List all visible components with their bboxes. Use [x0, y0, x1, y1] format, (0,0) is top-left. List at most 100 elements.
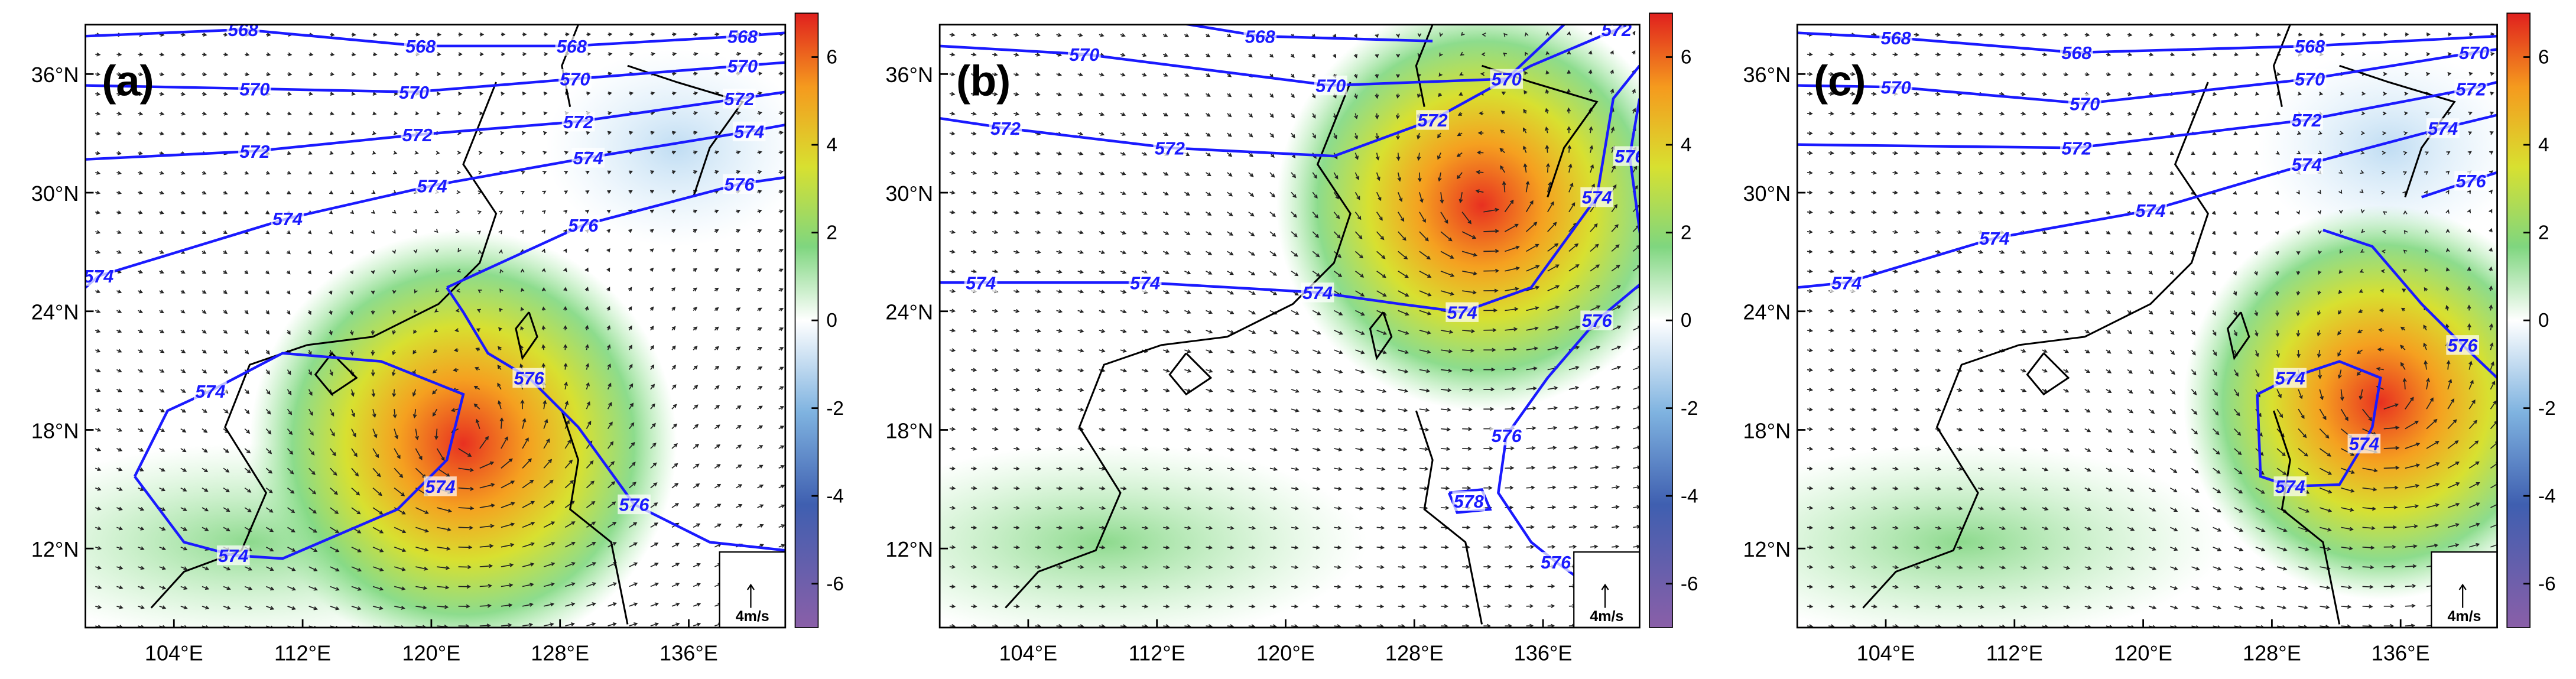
- y-tick-label: 12°N: [1743, 537, 1791, 561]
- contour-label: 574: [83, 267, 113, 287]
- x-tick-label: 128°E: [531, 641, 589, 665]
- contour-label-bg: [2426, 118, 2460, 138]
- contour-label: 570: [2295, 70, 2325, 90]
- contour-label-bg: [415, 176, 449, 196]
- contour-label: 576: [724, 174, 755, 194]
- colorbar-tick-label: -6: [2538, 573, 2556, 595]
- shading: [940, 443, 1367, 628]
- contour-label-bg: [1830, 272, 1863, 293]
- contour-label: 574: [1831, 273, 1862, 293]
- y-tick-label: 18°N: [1743, 418, 1791, 443]
- contour-label-bg: [2134, 200, 2167, 220]
- contour-label: 574: [2349, 434, 2379, 454]
- coastline: [561, 410, 629, 625]
- contour-label-bg: [723, 174, 756, 194]
- contour-label: 576: [1492, 426, 1522, 446]
- coastline: [314, 352, 358, 396]
- y-tick-label: 18°N: [885, 418, 933, 443]
- contour-label-bg: [2273, 368, 2307, 388]
- contour-label: 574: [2135, 201, 2165, 221]
- y-tick-label: 36°N: [31, 63, 79, 87]
- contour-label-bg: [2454, 79, 2487, 99]
- contour-label: 574: [1130, 273, 1160, 293]
- colorbar-tick-label: -2: [1681, 398, 1698, 420]
- contour-label-bg: [618, 494, 651, 515]
- contour-label: 574: [1582, 188, 1612, 208]
- contour-label: 568: [727, 27, 758, 47]
- contour-label: 568: [405, 37, 436, 57]
- contour-label-bg: [1416, 110, 1449, 130]
- contour-label: 574: [734, 122, 764, 142]
- contour-label: 568: [1245, 27, 1275, 47]
- colorbar-tick-label: 0: [2538, 310, 2549, 332]
- coastline: [1415, 410, 1483, 625]
- contour-label-bg: [1539, 552, 1573, 572]
- contour-label: 572: [563, 112, 593, 132]
- coastline: [1369, 311, 1393, 360]
- contour-label-bg: [1067, 44, 1101, 64]
- contour-label-bg: [726, 56, 759, 76]
- contour-label-bg: [1243, 26, 1277, 46]
- contour-label-bg: [2454, 171, 2487, 191]
- contour-label-bg: [404, 36, 437, 56]
- contour-label: 576: [2448, 336, 2478, 356]
- y-tick-label: 30°N: [31, 181, 79, 206]
- contour-label: 572: [2292, 111, 2322, 131]
- contour-label: 570: [1315, 76, 1346, 96]
- colorbar-tick-label: -4: [2538, 485, 2556, 507]
- contour-label-bg: [1153, 138, 1187, 158]
- contour-label: 568: [2295, 37, 2325, 57]
- contour-label-bg: [2446, 335, 2479, 355]
- contour-label: 576: [619, 495, 650, 515]
- x-tick-label: 120°E: [402, 641, 460, 665]
- coastline: [2273, 410, 2341, 625]
- contour-line: [940, 64, 1640, 314]
- coastline: [2272, 24, 2291, 108]
- contour-line: [446, 287, 785, 552]
- contour-label-bg: [1580, 310, 1613, 330]
- contour-label-bg: [271, 209, 304, 229]
- contour-label: 572: [2061, 138, 2091, 158]
- colorbar-tick-label: -2: [826, 398, 844, 420]
- ref-label: 4m/s: [1590, 608, 1623, 625]
- colorbar-tick-label: -2: [2538, 398, 2556, 420]
- ref-box: [719, 551, 785, 628]
- contour-label-bg: [989, 118, 1022, 138]
- contour-label: 574: [573, 148, 603, 168]
- x-tick-label: 120°E: [1256, 641, 1315, 665]
- contour-label-bg: [1301, 282, 1334, 303]
- contour-label-bg: [555, 36, 589, 56]
- coastline: [1862, 82, 2209, 609]
- contour-label-bg: [1128, 272, 1162, 293]
- contour-label: 570: [1492, 70, 1522, 90]
- colorbar-tick-label: 6: [1681, 47, 1692, 69]
- ref-label: 4m/s: [736, 608, 769, 625]
- coastline: [150, 82, 498, 609]
- contour-label-bg: [1613, 146, 1640, 166]
- x-tick-label: 136°E: [1514, 641, 1573, 665]
- colorbar-tick-label: 4: [1681, 134, 1692, 156]
- contour-label-bg: [401, 125, 434, 145]
- colorbar-tick-label: 0: [826, 310, 837, 332]
- ref-arrow: [746, 583, 755, 608]
- contour-label: 572: [1155, 138, 1185, 158]
- contour-label-bg: [964, 272, 998, 293]
- contour-label-bg: [2457, 43, 2491, 63]
- map-panel: 568 568 568 568 570 570 570 570 572 572 572 572 574 5…: [31, 12, 844, 665]
- contour-label: 574: [1979, 229, 2009, 249]
- contour-label: 572: [990, 119, 1021, 139]
- x-tick-label: 104°E: [1857, 641, 1915, 665]
- vortex-shading: [2183, 205, 2497, 600]
- contour-label-bg: [1580, 187, 1613, 207]
- contour-label: 578: [1454, 492, 1484, 512]
- contour-label: 568: [557, 37, 587, 57]
- colorbar-tick-label: 2: [1681, 222, 1692, 244]
- y-tick-label: 36°N: [1743, 63, 1791, 87]
- colorbar-tick-label: -6: [826, 573, 844, 595]
- contour-label-bg: [1452, 491, 1486, 511]
- contour-label: 570: [239, 79, 269, 99]
- contour-label-bg: [238, 141, 271, 161]
- colorbar-tick-label: 6: [826, 47, 837, 69]
- contour-label-bg: [1600, 24, 1633, 40]
